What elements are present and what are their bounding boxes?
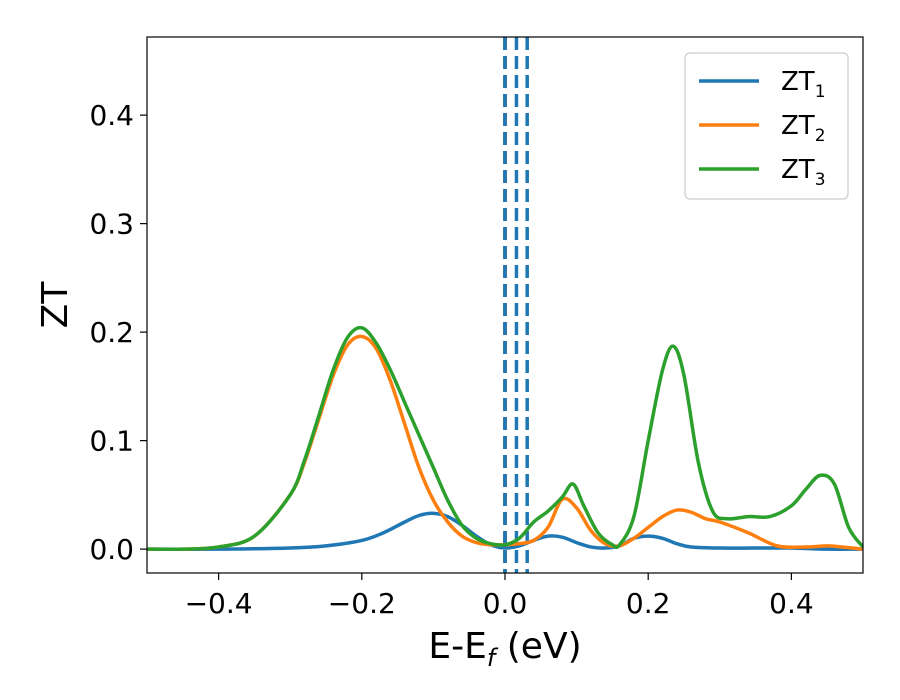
x-tick-label: −0.4 bbox=[185, 587, 253, 620]
x-tick-label: 0.2 bbox=[626, 587, 671, 620]
x-axis-title: E-Ef (eV) bbox=[428, 626, 581, 672]
x-tick-label: 0.0 bbox=[483, 587, 528, 620]
legend-label-main: ZT bbox=[781, 67, 815, 97]
y-axis-title: ZT bbox=[35, 281, 76, 329]
legend-label-sub: 3 bbox=[815, 170, 826, 190]
reference-lines bbox=[503, 37, 529, 573]
x-axis-ticks: −0.4 −0.2 0.0 0.2 0.4 bbox=[185, 573, 814, 620]
legend-label-zt2: ZT2 bbox=[781, 111, 826, 146]
x-axis-title-suffix: (eV) bbox=[495, 626, 581, 667]
legend-label-zt1: ZT1 bbox=[781, 67, 826, 102]
legend-label-main: ZT bbox=[781, 155, 815, 185]
y-tick-label: 0.2 bbox=[89, 316, 134, 349]
y-tick-label: 0.4 bbox=[89, 99, 134, 132]
y-tick-label: 0.0 bbox=[89, 533, 134, 566]
legend-label-sub: 2 bbox=[815, 126, 826, 146]
y-tick-label: 0.3 bbox=[89, 208, 134, 241]
y-tick-label: 0.1 bbox=[89, 425, 134, 458]
series-line-zt3 bbox=[147, 325, 863, 552]
series-lines bbox=[147, 325, 863, 552]
x-axis-title-main: E-E bbox=[428, 626, 486, 667]
legend-label-zt3: ZT3 bbox=[781, 155, 826, 190]
y-axis-ticks: 0.0 0.1 0.2 0.3 0.4 bbox=[89, 99, 147, 566]
legend-label-sub: 1 bbox=[815, 82, 826, 102]
x-tick-label: 0.4 bbox=[769, 587, 814, 620]
legend-box bbox=[684, 52, 849, 200]
legend-label-main: ZT bbox=[781, 111, 815, 141]
x-tick-label: −0.2 bbox=[328, 587, 396, 620]
